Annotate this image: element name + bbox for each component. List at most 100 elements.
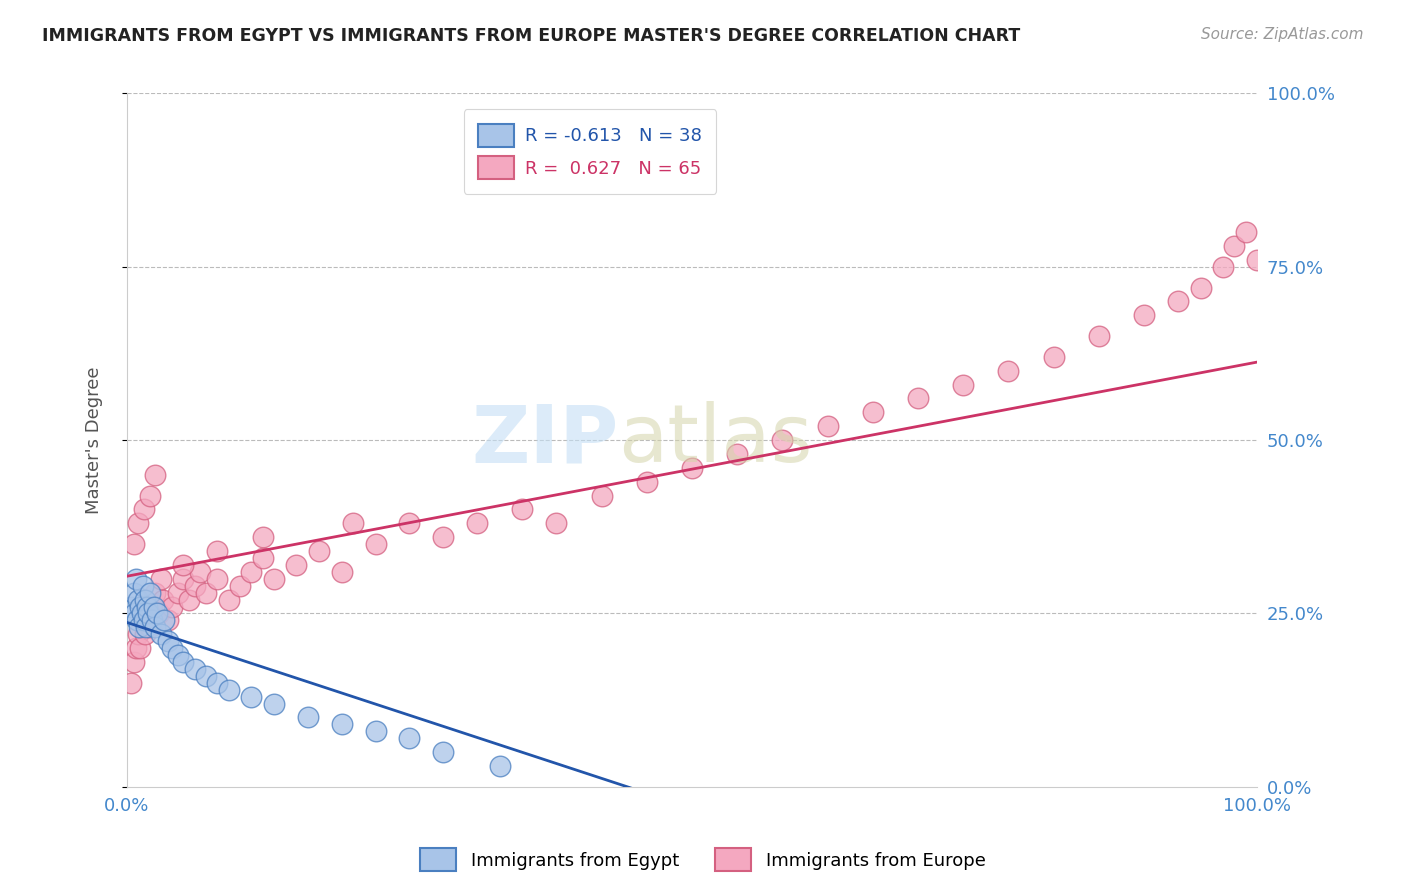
Point <box>398 516 420 531</box>
Point <box>207 544 229 558</box>
Point <box>136 607 159 621</box>
Point <box>156 614 179 628</box>
Point <box>195 669 218 683</box>
Point <box>149 627 172 641</box>
Point <box>122 655 145 669</box>
Point <box>136 599 159 614</box>
Point <box>285 558 308 572</box>
Y-axis label: Master's Degree: Master's Degree <box>86 367 103 514</box>
Point <box>263 572 285 586</box>
Point <box>153 614 176 628</box>
Point <box>138 607 160 621</box>
Point <box>364 724 387 739</box>
Point <box>160 599 183 614</box>
Point <box>330 717 353 731</box>
Point <box>146 607 169 621</box>
Point <box>183 662 205 676</box>
Point <box>127 592 149 607</box>
Point <box>190 565 212 579</box>
Point <box>207 572 229 586</box>
Point <box>1088 329 1111 343</box>
Point <box>160 641 183 656</box>
Point <box>1234 225 1257 239</box>
Point <box>141 599 163 614</box>
Point <box>143 467 166 482</box>
Text: Source: ZipAtlas.com: Source: ZipAtlas.com <box>1201 27 1364 42</box>
Point <box>127 627 149 641</box>
Point <box>297 710 319 724</box>
Point <box>770 433 793 447</box>
Point <box>432 745 454 759</box>
Point <box>143 585 166 599</box>
Text: atlas: atlas <box>619 401 813 479</box>
Point <box>546 516 568 531</box>
Text: IMMIGRANTS FROM EGYPT VS IMMIGRANTS FROM EUROPE MASTER'S DEGREE CORRELATION CHAR: IMMIGRANTS FROM EGYPT VS IMMIGRANTS FROM… <box>42 27 1021 45</box>
Point <box>952 377 974 392</box>
Point <box>252 530 274 544</box>
Point <box>122 537 145 551</box>
Point <box>1212 260 1234 274</box>
Point <box>681 460 703 475</box>
Point <box>997 364 1019 378</box>
Point <box>135 620 157 634</box>
Point <box>149 572 172 586</box>
Point <box>817 419 839 434</box>
Point <box>143 599 166 614</box>
Point <box>489 759 512 773</box>
Point <box>132 579 155 593</box>
Point <box>330 565 353 579</box>
Point <box>432 530 454 544</box>
Point <box>240 690 263 704</box>
Point <box>465 516 488 531</box>
Point <box>252 551 274 566</box>
Point <box>512 502 534 516</box>
Point <box>166 648 188 662</box>
Point <box>195 585 218 599</box>
Point <box>132 614 155 628</box>
Point <box>138 585 160 599</box>
Point <box>141 614 163 628</box>
Point <box>128 620 150 634</box>
Point <box>1133 308 1156 322</box>
Point <box>907 392 929 406</box>
Point <box>1246 252 1268 267</box>
Point <box>725 447 748 461</box>
Point <box>636 475 658 489</box>
Point <box>125 572 148 586</box>
Point <box>342 516 364 531</box>
Point <box>129 641 152 656</box>
Point <box>138 620 160 634</box>
Point <box>132 502 155 516</box>
Point <box>177 592 200 607</box>
Point <box>218 682 240 697</box>
Point <box>862 405 884 419</box>
Point <box>138 489 160 503</box>
Point <box>1189 280 1212 294</box>
Point <box>143 620 166 634</box>
Point <box>125 641 148 656</box>
Point <box>134 592 156 607</box>
Point <box>127 516 149 531</box>
Point <box>129 599 152 614</box>
Point <box>398 731 420 746</box>
Point <box>131 607 153 621</box>
Point <box>122 585 145 599</box>
Point <box>125 614 148 628</box>
Point <box>152 592 174 607</box>
Point <box>134 627 156 641</box>
Legend: R = -0.613   N = 38, R =  0.627   N = 65: R = -0.613 N = 38, R = 0.627 N = 65 <box>464 110 717 194</box>
Point <box>364 537 387 551</box>
Point <box>240 565 263 579</box>
Point <box>156 634 179 648</box>
Point <box>183 579 205 593</box>
Point <box>132 614 155 628</box>
Point <box>172 655 194 669</box>
Point <box>218 592 240 607</box>
Point <box>591 489 613 503</box>
Legend: Immigrants from Egypt, Immigrants from Europe: Immigrants from Egypt, Immigrants from E… <box>413 841 993 879</box>
Point <box>263 697 285 711</box>
Point <box>207 675 229 690</box>
Text: ZIP: ZIP <box>471 401 619 479</box>
Point <box>172 558 194 572</box>
Point <box>229 579 252 593</box>
